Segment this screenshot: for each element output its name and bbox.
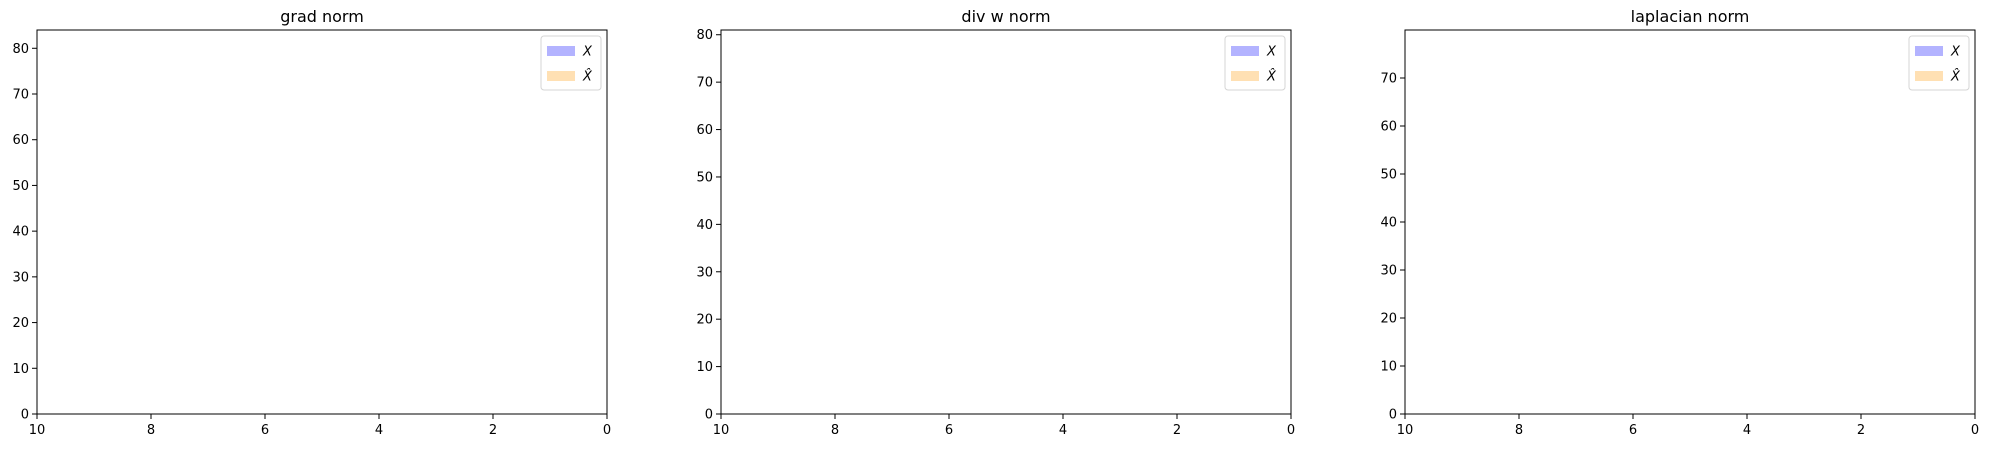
y-tick-label: 40 xyxy=(1380,216,1397,231)
plot-area xyxy=(36,29,608,415)
legend-swatch xyxy=(1915,46,1943,56)
y-tick-label: 50 xyxy=(12,179,29,194)
legend: X X̂ xyxy=(1908,35,1970,91)
y-tick-label: 80 xyxy=(12,42,29,57)
y-tick-label: 30 xyxy=(696,265,713,280)
legend-box xyxy=(1908,35,1970,91)
legend-box xyxy=(540,35,602,91)
chart-title: laplacian norm xyxy=(1631,7,1750,26)
legend-swatch xyxy=(1231,46,1259,56)
x-tick-label: 2 xyxy=(1173,423,1181,438)
y-tick-label: 60 xyxy=(696,123,713,138)
legend-label: X xyxy=(1950,45,1961,60)
legend-swatch xyxy=(1231,71,1259,81)
legend-swatch xyxy=(547,46,575,56)
x-tick-label: 10 xyxy=(29,423,46,438)
legend: X X̂ xyxy=(1224,35,1286,91)
y-tick-label: 20 xyxy=(696,313,713,328)
y-tick-label: 0 xyxy=(21,408,29,423)
x-tick-label: 8 xyxy=(831,423,839,438)
y-tick-label: 10 xyxy=(1380,360,1397,375)
x-tick-label: 4 xyxy=(1059,423,1067,438)
legend-label: X xyxy=(582,45,593,60)
y-tick-label: 50 xyxy=(1380,168,1397,183)
y-tick-label: 50 xyxy=(696,170,713,185)
y-tick-label: 30 xyxy=(12,270,29,285)
x-tick-label: 4 xyxy=(1743,423,1751,438)
chart-title: grad norm xyxy=(280,7,364,26)
legend-label: X̂ xyxy=(1266,69,1277,84)
legend-swatch xyxy=(547,71,575,81)
x-tick-label: 2 xyxy=(1857,423,1865,438)
y-tick-label: 40 xyxy=(12,225,29,240)
y-tick-label: 30 xyxy=(1380,264,1397,279)
y-tick-label: 0 xyxy=(1389,408,1397,423)
x-tick-label: 4 xyxy=(375,423,383,438)
x-tick-label: 8 xyxy=(147,423,155,438)
y-tick-label: 20 xyxy=(12,316,29,331)
x-tick-label: 6 xyxy=(945,423,953,438)
y-tick-label: 10 xyxy=(12,362,29,377)
y-tick-label: 0 xyxy=(705,408,713,423)
plot-area xyxy=(1404,29,1976,415)
y-tick-label: 40 xyxy=(696,218,713,233)
y-tick-label: 70 xyxy=(696,76,713,91)
chart-title: div w norm xyxy=(961,7,1050,26)
y-tick-label: 70 xyxy=(12,88,29,103)
x-tick-label: 2 xyxy=(489,423,497,438)
x-tick-label: 0 xyxy=(603,423,611,438)
legend-box xyxy=(1224,35,1286,91)
y-tick-label: 60 xyxy=(12,133,29,148)
y-tick-label: 10 xyxy=(696,360,713,375)
x-tick-label: 10 xyxy=(1397,423,1414,438)
legend-label: X̂ xyxy=(1950,69,1961,84)
y-tick-label: 80 xyxy=(696,28,713,43)
y-tick-label: 60 xyxy=(1380,120,1397,135)
y-tick-label: 70 xyxy=(1380,72,1397,87)
y-tick-label: 20 xyxy=(1380,312,1397,327)
legend-swatch xyxy=(1915,71,1943,81)
legend-label: X xyxy=(1266,45,1277,60)
x-tick-label: 0 xyxy=(1287,423,1295,438)
legend: X X̂ xyxy=(540,35,602,91)
x-tick-label: 0 xyxy=(1971,423,1979,438)
x-tick-label: 8 xyxy=(1515,423,1523,438)
x-tick-label: 10 xyxy=(713,423,730,438)
x-tick-label: 6 xyxy=(1629,423,1637,438)
x-tick-label: 6 xyxy=(261,423,269,438)
plot-area xyxy=(720,29,1292,415)
legend-label: X̂ xyxy=(582,69,593,84)
